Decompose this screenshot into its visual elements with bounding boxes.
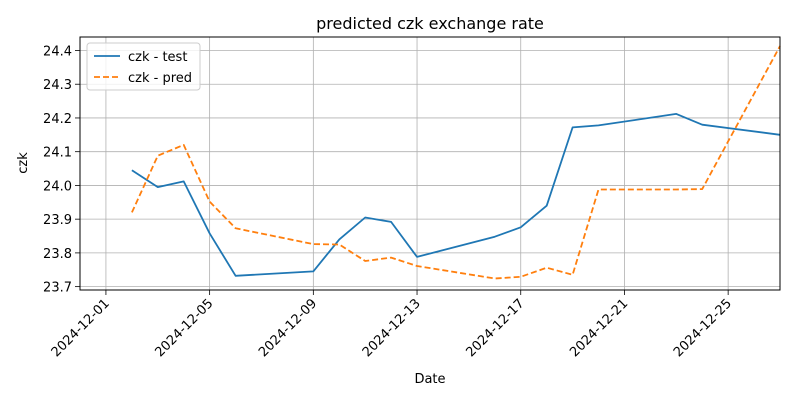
y-tick-label: 24.2: [43, 112, 72, 127]
x-axis-title: Date: [414, 372, 445, 387]
legend-box: [86, 42, 201, 91]
y-axis: 23.7 23.8 23.9 24.0 24.1 24.2 24.3 24.4: [43, 44, 80, 296]
y-tick-label: 24.1: [43, 146, 72, 161]
chart-title: predicted czk exchange rate: [316, 14, 544, 33]
legend: czk - test czk - pred: [86, 42, 201, 91]
y-tick-label: 23.9: [43, 213, 72, 228]
y-tick-label: 24.0: [43, 179, 72, 194]
series-line-pred: [131, 45, 781, 280]
plot-frame: [79, 36, 781, 291]
y-tick-label: 24.3: [43, 78, 72, 93]
y-tick-label: 23.7: [43, 281, 72, 296]
grid: [80, 37, 780, 290]
y-tick-label: 23.8: [43, 247, 72, 262]
series-line-test: [131, 113, 781, 277]
y-tick-label: 24.4: [43, 44, 72, 59]
series-layer: [131, 45, 781, 280]
y-axis-title: czk: [16, 152, 31, 174]
legend-label-pred: czk - pred: [128, 71, 192, 86]
legend-label-test: czk - test: [128, 50, 187, 65]
